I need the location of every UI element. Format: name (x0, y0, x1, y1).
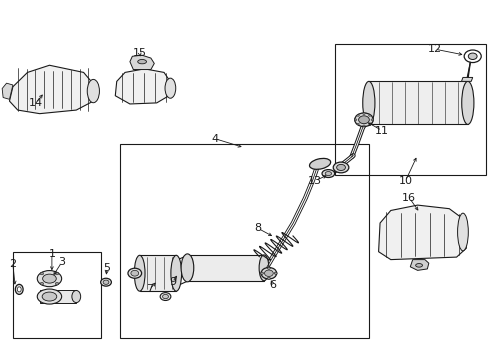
Ellipse shape (354, 113, 372, 127)
Text: 13: 13 (307, 176, 322, 186)
Ellipse shape (87, 80, 99, 103)
Polygon shape (409, 260, 428, 270)
Ellipse shape (15, 284, 23, 294)
Text: 4: 4 (211, 134, 218, 144)
Ellipse shape (267, 277, 270, 279)
Ellipse shape (325, 172, 331, 176)
Ellipse shape (267, 267, 270, 269)
Ellipse shape (468, 53, 476, 59)
Ellipse shape (103, 280, 109, 284)
Text: 11: 11 (374, 126, 388, 135)
Ellipse shape (370, 119, 373, 121)
Ellipse shape (55, 272, 59, 275)
Polygon shape (140, 255, 176, 291)
Ellipse shape (461, 81, 473, 125)
Ellipse shape (131, 270, 139, 276)
Ellipse shape (336, 165, 345, 171)
Text: 7: 7 (145, 284, 153, 294)
Polygon shape (9, 65, 96, 114)
Ellipse shape (134, 255, 145, 291)
Ellipse shape (181, 254, 193, 282)
Ellipse shape (260, 272, 263, 274)
Ellipse shape (356, 114, 359, 116)
Polygon shape (368, 81, 467, 125)
Text: 12: 12 (427, 44, 441, 54)
Ellipse shape (259, 255, 268, 281)
Polygon shape (188, 255, 264, 281)
Ellipse shape (55, 283, 59, 285)
Ellipse shape (309, 158, 330, 169)
Ellipse shape (362, 125, 365, 127)
Text: 2: 2 (9, 259, 17, 269)
Text: 10: 10 (398, 176, 411, 186)
Ellipse shape (162, 294, 168, 299)
Ellipse shape (183, 255, 193, 281)
Ellipse shape (170, 255, 181, 291)
Ellipse shape (42, 292, 57, 301)
Ellipse shape (42, 274, 56, 283)
Ellipse shape (40, 283, 43, 285)
Ellipse shape (17, 287, 21, 292)
Polygon shape (378, 205, 466, 260)
Ellipse shape (457, 213, 468, 251)
Polygon shape (115, 69, 171, 104)
Ellipse shape (164, 78, 175, 98)
Text: 15: 15 (132, 48, 146, 58)
Ellipse shape (138, 59, 146, 64)
Ellipse shape (368, 114, 370, 116)
Text: 6: 6 (269, 280, 276, 290)
Text: 9: 9 (168, 277, 176, 287)
Ellipse shape (415, 264, 422, 267)
Ellipse shape (368, 123, 370, 125)
Ellipse shape (160, 293, 170, 301)
Ellipse shape (332, 162, 348, 173)
Text: 16: 16 (402, 193, 415, 203)
Ellipse shape (128, 268, 142, 278)
Ellipse shape (264, 270, 273, 276)
Ellipse shape (362, 113, 365, 114)
Ellipse shape (274, 272, 277, 274)
Ellipse shape (362, 81, 374, 125)
Text: 5: 5 (103, 263, 110, 273)
Text: 8: 8 (254, 224, 261, 233)
Polygon shape (40, 291, 76, 303)
Ellipse shape (358, 116, 368, 124)
Polygon shape (2, 83, 13, 99)
Text: 3: 3 (58, 257, 65, 267)
Ellipse shape (37, 271, 61, 287)
Ellipse shape (40, 272, 43, 275)
Polygon shape (461, 77, 472, 81)
Ellipse shape (72, 291, 81, 303)
Ellipse shape (354, 119, 356, 121)
Ellipse shape (37, 289, 61, 304)
Text: 14: 14 (29, 98, 43, 108)
Ellipse shape (261, 267, 276, 279)
Ellipse shape (356, 123, 359, 125)
Ellipse shape (322, 170, 334, 177)
Text: 1: 1 (48, 248, 55, 258)
Ellipse shape (101, 278, 111, 286)
Polygon shape (130, 55, 154, 69)
